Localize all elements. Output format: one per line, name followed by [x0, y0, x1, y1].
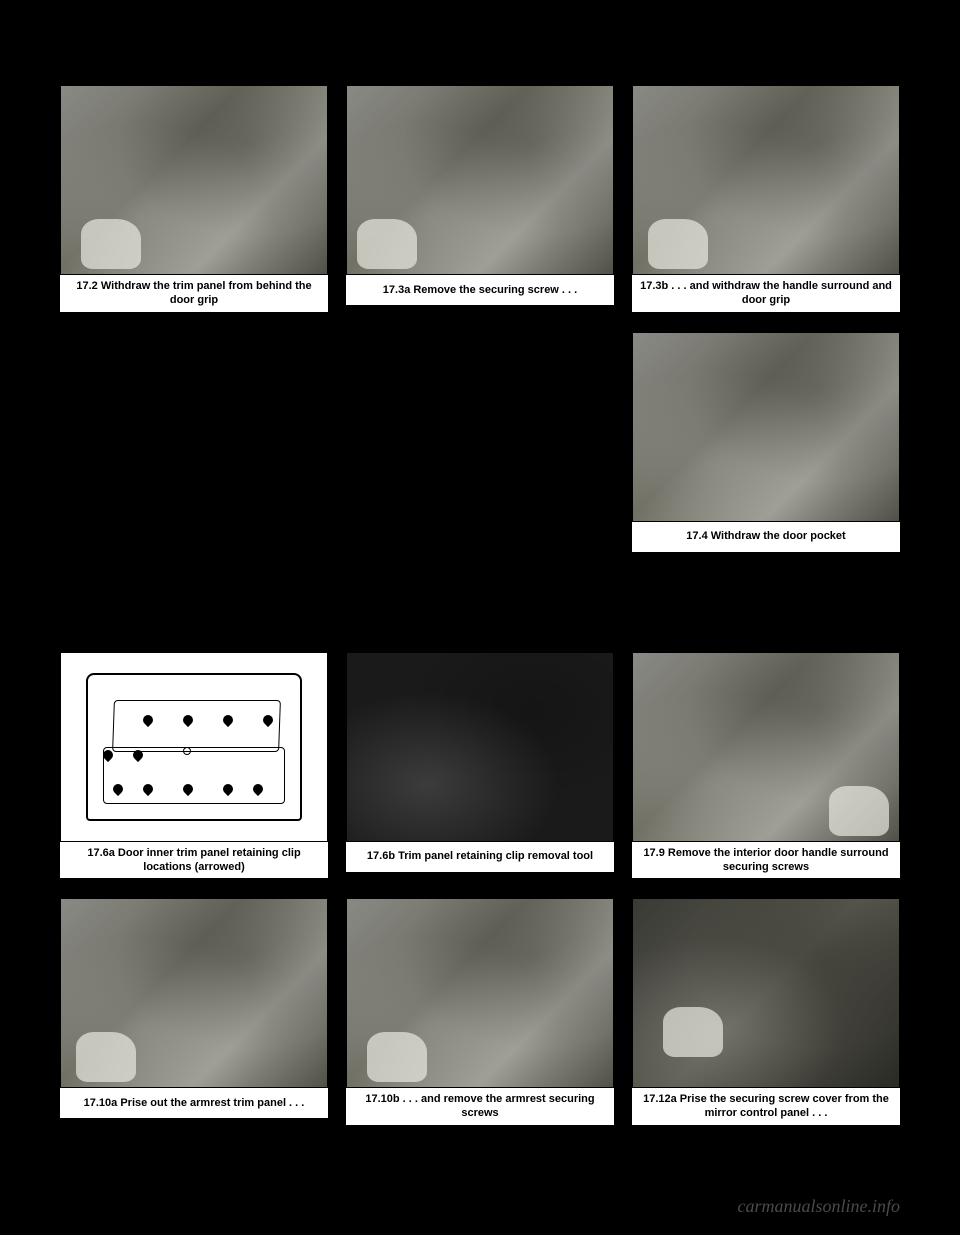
clip-arrow [111, 782, 125, 796]
hand-shape [81, 219, 141, 269]
figure-caption: 17.12a Prise the securing screw cover fr… [632, 1088, 900, 1125]
photo-overlay [633, 333, 899, 521]
hand-shape [663, 1007, 723, 1057]
clip-arrow [221, 782, 235, 796]
hand-shape [648, 219, 708, 269]
figure-image [632, 85, 900, 275]
figure-image [60, 898, 328, 1088]
figure-grid-row-4: 17.10a Prise out the armrest trim panel … [60, 898, 900, 1125]
clip-arrow [261, 713, 275, 727]
figure-image [632, 332, 900, 522]
figure-17-10b: 17.10b . . . and remove the armrest secu… [346, 898, 614, 1125]
hand-shape [76, 1032, 136, 1082]
watermark: carmanualsonline.info [738, 1196, 901, 1217]
figure-caption: 17.9 Remove the interior door handle sur… [632, 842, 900, 879]
figure-17-10a: 17.10a Prise out the armrest trim panel … [60, 898, 328, 1125]
figure-grid-row-3: 17.6a Door inner trim panel retaining cl… [60, 652, 900, 879]
page-container: 17.2 Withdraw the trim panel from behind… [60, 85, 900, 1145]
figure-caption: 17.10b . . . and remove the armrest secu… [346, 1088, 614, 1125]
figure-grid-row-2: 17.4 Withdraw the door pocket [60, 332, 900, 552]
clip-arrow [101, 748, 115, 762]
figure-caption: 17.3a Remove the securing screw . . . [346, 275, 614, 305]
figure-image [632, 898, 900, 1088]
figure-image [632, 652, 900, 842]
clip-arrow [141, 782, 155, 796]
clip-arrow [221, 713, 235, 727]
figure-grid-row-1: 17.2 Withdraw the trim panel from behind… [60, 85, 900, 312]
figure-17-6a: 17.6a Door inner trim panel retaining cl… [60, 652, 328, 879]
hand-shape [367, 1032, 427, 1082]
figure-caption: 17.6b Trim panel retaining clip removal … [346, 842, 614, 872]
figure-caption: 17.4 Withdraw the door pocket [632, 522, 900, 552]
clip-arrow [131, 748, 145, 762]
hand-shape [357, 219, 417, 269]
diagram-door-panel [86, 673, 302, 821]
figure-image [346, 652, 614, 842]
figure-caption: 17.3b . . . and withdraw the handle surr… [632, 275, 900, 312]
clip-arrow [181, 713, 195, 727]
clip-arrow [181, 782, 195, 796]
figure-17-4: 17.4 Withdraw the door pocket [632, 332, 900, 552]
clip-arrow [251, 782, 265, 796]
figure-17-2: 17.2 Withdraw the trim panel from behind… [60, 85, 328, 312]
figure-17-3b: 17.3b . . . and withdraw the handle surr… [632, 85, 900, 312]
figure-17-3a: 17.3a Remove the securing screw . . . [346, 85, 614, 312]
figure-diagram [60, 652, 328, 842]
figure-17-12a: 17.12a Prise the securing screw cover fr… [632, 898, 900, 1125]
figure-image [346, 898, 614, 1088]
clip-arrow [141, 713, 155, 727]
figure-caption: 17.10a Prise out the armrest trim panel … [60, 1088, 328, 1118]
figure-image [346, 85, 614, 275]
figure-caption: 17.2 Withdraw the trim panel from behind… [60, 275, 328, 312]
figure-17-9: 17.9 Remove the interior door handle sur… [632, 652, 900, 879]
hand-shape [829, 786, 889, 836]
figure-image [60, 85, 328, 275]
figure-17-6b: 17.6b Trim panel retaining clip removal … [346, 652, 614, 879]
diagram-circle [183, 747, 191, 755]
photo-overlay [633, 899, 899, 1087]
photo-overlay [347, 653, 613, 841]
figure-caption: 17.6a Door inner trim panel retaining cl… [60, 842, 328, 879]
